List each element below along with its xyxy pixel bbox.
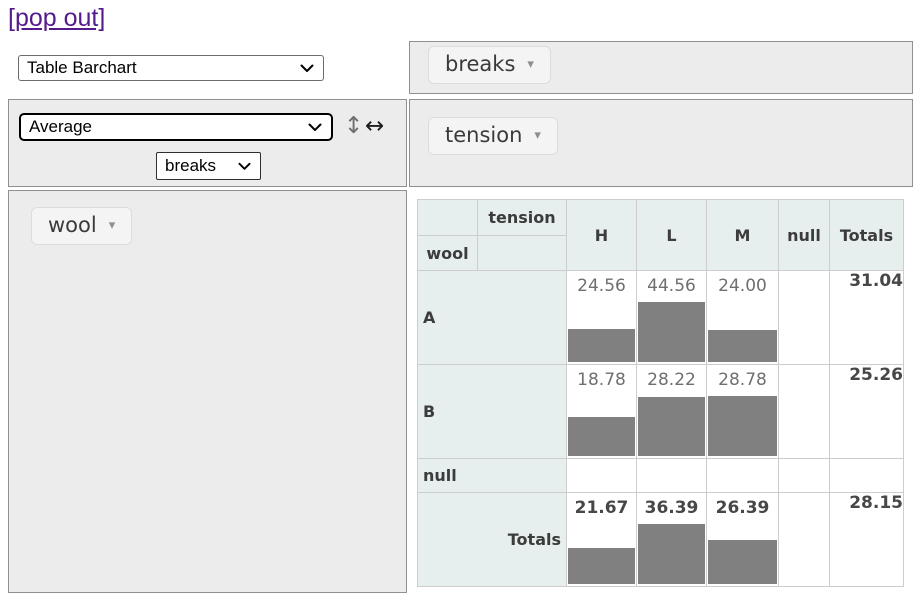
table-row-A: A 24.56 44.56 24.00 31.04 xyxy=(417,270,904,365)
value-cell-null xyxy=(778,458,830,493)
bar xyxy=(708,540,777,584)
attribute-pill-breaks[interactable]: breaks ▾ xyxy=(428,46,551,84)
cell-value: 36.39 xyxy=(644,498,699,518)
bar xyxy=(638,302,705,362)
aggregator-arg-value: breaks xyxy=(165,156,217,175)
cell-value: 28.22 xyxy=(647,370,696,390)
bar xyxy=(638,397,705,456)
row-total-cell: 25.26 xyxy=(829,364,904,459)
row-attributes-area: wool ▾ xyxy=(8,190,407,593)
cell-value: 26.39 xyxy=(715,498,770,518)
attribute-pill-label: breaks xyxy=(445,52,516,76)
row-total-cell xyxy=(829,458,904,493)
value-cell xyxy=(636,458,707,493)
total-value-cell-null xyxy=(778,492,830,587)
table-row-null: null xyxy=(417,458,904,493)
col-header-totals: Totals xyxy=(829,199,904,271)
row-header: B xyxy=(417,364,567,459)
value-cell: 24.00 xyxy=(706,270,779,365)
aggregator-select[interactable]: Average xyxy=(19,113,333,141)
cell-value: 28.78 xyxy=(718,370,767,390)
value-cell-null xyxy=(778,270,830,365)
row-axis-label: wool xyxy=(417,235,478,271)
chevron-down-icon xyxy=(300,64,314,73)
column-attributes-area: tension ▾ xyxy=(409,99,913,187)
bar xyxy=(708,396,777,456)
value-cell: 28.22 xyxy=(636,364,707,459)
total-value-cell: 21.67 xyxy=(566,492,637,587)
col-order-button[interactable]: ↔ xyxy=(365,113,385,139)
bar xyxy=(708,330,777,362)
value-cell: 28.78 xyxy=(706,364,779,459)
triangle-down-icon[interactable]: ▾ xyxy=(527,56,534,72)
total-value-cell: 36.39 xyxy=(636,492,707,587)
col-axis-label: tension xyxy=(477,199,567,236)
aggregator-arg-select[interactable]: breaks xyxy=(156,152,261,180)
cell-value: 21.67 xyxy=(574,498,629,518)
renderer-select[interactable]: Table Barchart xyxy=(18,55,324,81)
triangle-down-icon[interactable]: ▾ xyxy=(534,127,541,143)
table-row-totals: Totals 21.67 36.39 26.39 28.15 xyxy=(417,492,904,587)
cell-value: 44.56 xyxy=(647,276,696,296)
bar xyxy=(568,548,635,584)
blank-header-cell xyxy=(417,199,478,236)
pop-out-link[interactable]: [pop out] xyxy=(8,4,106,32)
blank-header-cell xyxy=(477,235,567,271)
attribute-pill-label: tension xyxy=(445,123,523,147)
aggregator-area: Average ↕ ↔ breaks xyxy=(8,99,407,187)
attribute-pill-tension[interactable]: tension ▾ xyxy=(428,117,558,155)
col-header-M: M xyxy=(706,199,779,271)
chevron-down-icon xyxy=(308,123,322,132)
value-cell: 24.56 xyxy=(566,270,637,365)
col-header-H: H xyxy=(566,199,637,271)
value-cell xyxy=(706,458,779,493)
grand-total-cell: 28.15 xyxy=(829,492,904,587)
aggregator-select-value: Average xyxy=(29,117,93,136)
cell-value: 18.78 xyxy=(577,370,626,390)
cell-value: 24.00 xyxy=(718,276,767,296)
attribute-pill-label: wool xyxy=(48,213,97,237)
row-total-cell: 31.04 xyxy=(829,270,904,365)
value-cell: 44.56 xyxy=(636,270,707,365)
attribute-pill-wool[interactable]: wool ▾ xyxy=(31,207,133,245)
bar xyxy=(638,524,705,584)
cell-value: 24.56 xyxy=(577,276,626,296)
row-header: A xyxy=(417,270,567,365)
bar xyxy=(568,329,635,362)
row-order-button[interactable]: ↕ xyxy=(344,113,364,139)
col-header-L: L xyxy=(636,199,707,271)
chevron-down-icon xyxy=(238,162,251,171)
row-header: null xyxy=(417,458,567,493)
unused-attributes-area: breaks ▾ xyxy=(409,41,913,94)
triangle-down-icon[interactable]: ▾ xyxy=(108,217,116,233)
totals-row-header: Totals xyxy=(417,492,567,587)
value-cell-null xyxy=(778,364,830,459)
total-value-cell: 26.39 xyxy=(706,492,779,587)
pivot-table: tension H L M null Totals wool A 24.56 xyxy=(417,199,904,587)
table-row-B: B 18.78 28.22 28.78 25.26 xyxy=(417,364,904,459)
value-cell xyxy=(566,458,637,493)
value-cell: 18.78 xyxy=(566,364,637,459)
col-header-null: null xyxy=(778,199,830,271)
bar xyxy=(568,417,635,456)
renderer-select-value: Table Barchart xyxy=(27,58,137,77)
